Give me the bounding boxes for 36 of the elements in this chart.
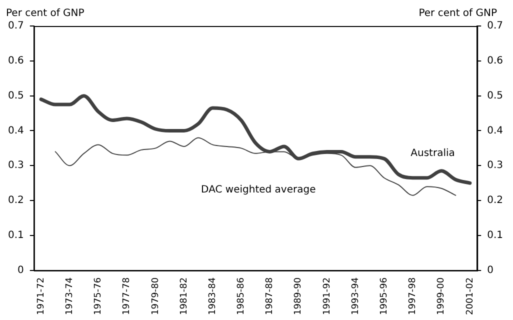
y-tick-label: 0.4 [8,125,24,136]
y-tick-label: 0.2 [8,195,24,206]
y-tick-label: 0.5 [8,90,24,102]
x-tick-label: 1991-92 [322,277,332,316]
y-axis-title: Per cent of GNP [6,8,84,19]
x-tick-label: 1977-78 [122,277,132,316]
x-tick-label: 1989-90 [294,277,304,316]
y2-tick-label: 0.7 [487,20,504,32]
y2-tick-label: 0.6 [487,56,504,67]
text: DAC weighted average [201,184,316,196]
y2-tick-label: 0.3 [487,160,504,172]
y-tick-label: 0.7 [8,20,24,32]
y-tick-label: 0.3 [8,160,24,172]
series-label: Australia [410,148,455,159]
x-tick-label: 1997-98 [408,277,418,316]
x-tick-label: 1993-94 [350,277,361,316]
x-tick-label: 1981-82 [179,277,190,316]
x-tick-label: 1979-80 [150,277,161,316]
y2-axis-title: Per cent of GNP [418,8,497,19]
x-tick-label: 1973-74 [64,277,75,316]
y2-tick-label: 0.2 [487,195,504,206]
y2-tick-label: 0.5 [487,90,504,102]
y2-tick-label: 0.4 [487,125,504,136]
x-tick-label: 1995-96 [380,277,390,316]
x-tick-label: 1985-86 [236,277,247,316]
y-tick-label: 0 [18,264,24,276]
y2-tick-label: 0 [487,264,494,276]
x-tick-label: 1999-00 [436,277,447,316]
x-tick-label: 2001-02 [465,277,476,316]
x-tick-label: 1975-76 [94,277,104,316]
x-tick-label: 1971-72 [36,277,46,316]
y2-tick-label: 0.1 [487,230,504,242]
y-tick-label: 0.6 [8,56,24,67]
x-tick-label: 1983-84 [208,277,218,316]
x-tick-label: 1987-88 [265,277,276,316]
y-tick-label: 0.1 [8,230,24,242]
